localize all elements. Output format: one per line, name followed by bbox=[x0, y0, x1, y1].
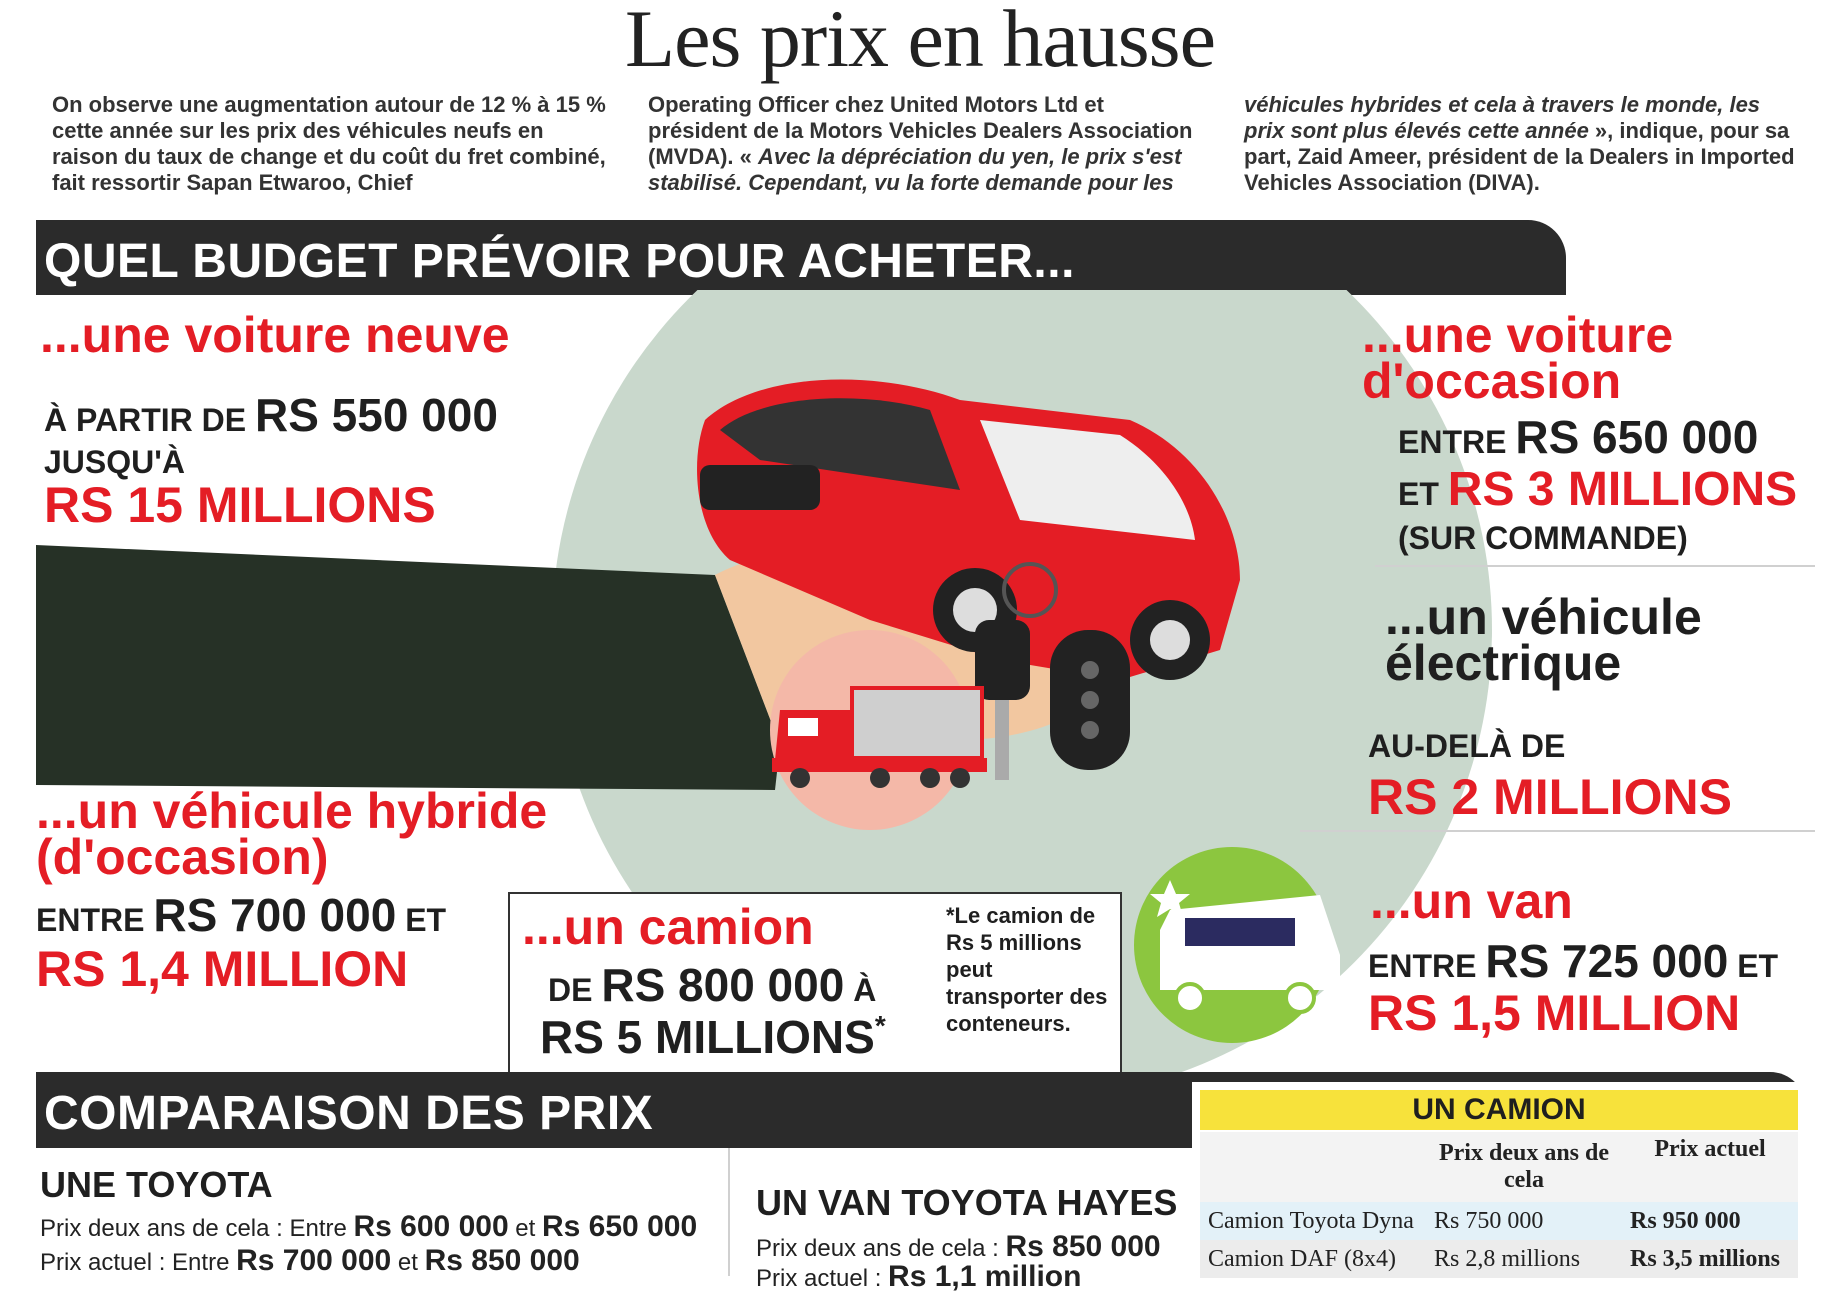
camion-row-prev: Rs 2,8 millions bbox=[1434, 1245, 1581, 1272]
camion-col-prev: Prix deux ans de cela bbox=[1438, 1140, 1609, 1193]
intro-col2-quote: Avec la dépréciation du yen, le prix s'e… bbox=[648, 144, 1182, 195]
hybrid-price: ENTRE RS 700 000 ET bbox=[36, 888, 446, 942]
toyota-row-previous: Prix deux ans de cela : Entre Rs 600 000… bbox=[40, 1210, 697, 1244]
intro-col3-quote: véhicules hybrides et cela à travers le … bbox=[1244, 92, 1761, 143]
used-car-low: RS 650 000 bbox=[1515, 411, 1759, 463]
truck-star: * bbox=[874, 1010, 886, 1041]
intro-col3-text: », indique, pour sa part, Zaid Ameer, pr… bbox=[1244, 118, 1795, 195]
car-key-icon bbox=[975, 562, 1130, 780]
camion-row-prev: Rs 750 000 bbox=[1434, 1207, 1544, 1234]
toyota-row-current: Prix actuel : Entre Rs 700 000 et Rs 850… bbox=[40, 1244, 580, 1278]
van-hayes-now-label: Prix actuel : bbox=[756, 1265, 889, 1292]
new-car-from-label: À PARTIR DE bbox=[44, 402, 247, 438]
sleeve-shape bbox=[36, 545, 780, 790]
camion-table: Prix deux ans de cela Prix actuel Camion… bbox=[1200, 1132, 1798, 1278]
camion-row-now: Rs 3,5 millions bbox=[1630, 1245, 1781, 1272]
red-car bbox=[697, 379, 1240, 680]
used-car-price-high: ET RS 3 MILLIONS bbox=[1398, 462, 1797, 517]
used-car-price: ENTRE RS 650 000 bbox=[1398, 410, 1758, 464]
used-car-high: RS 3 MILLIONS bbox=[1447, 463, 1798, 516]
table-row: Camion DAF (8x4) Rs 2,8 millions Rs 3,5 … bbox=[1200, 1240, 1798, 1278]
van-hayes-heading: UN VAN TOYOTA HAYES bbox=[756, 1182, 1178, 1223]
van-between-label: ENTRE bbox=[1368, 948, 1477, 984]
hybrid-heading-line2: (d'occasion) bbox=[36, 829, 329, 885]
new-car-to-value: RS 15 MILLIONS bbox=[44, 477, 436, 533]
electric-value: RS 2 MILLIONS bbox=[1368, 769, 1732, 825]
van-hayes-row-previous: Prix deux ans de cela : Rs 850 000 bbox=[756, 1230, 1161, 1264]
budget-header-text: QUEL BUDGET PRÉVOIR POUR ACHETER... bbox=[44, 235, 1075, 288]
toyota-prev-low: Rs 600 000 bbox=[353, 1210, 509, 1243]
toyota-heading: UNE TOYOTA bbox=[40, 1164, 273, 1205]
camion-row-name: Camion DAF (8x4) bbox=[1208, 1245, 1396, 1272]
used-car-between-label: ENTRE bbox=[1398, 424, 1507, 460]
used-car-heading: ...une voiture d'occasion bbox=[1362, 310, 1673, 406]
camion-table-header-row: Prix deux ans de cela Prix actuel bbox=[1200, 1132, 1798, 1202]
toyota-now-high: Rs 850 000 bbox=[424, 1244, 580, 1277]
truck-from-label: DE bbox=[548, 972, 593, 1008]
budget-header-band: QUEL BUDGET PRÉVOIR POUR ACHETER... bbox=[36, 220, 1566, 295]
toyota-now-label: Prix actuel : Entre bbox=[40, 1249, 237, 1276]
divider bbox=[1375, 565, 1815, 567]
camion-row-now: Rs 950 000 bbox=[1630, 1207, 1741, 1234]
toyota-section: UNE TOYOTA Prix deux ans de cela : Entre… bbox=[36, 1148, 730, 1278]
page-title: Les prix en hausse bbox=[625, 0, 1216, 84]
hybrid-high: RS 1,4 MILLION bbox=[36, 941, 409, 997]
new-car-price: À PARTIR DE RS 550 000 JUSQU'À bbox=[44, 392, 498, 483]
van-and-label: ET bbox=[1737, 948, 1779, 984]
electric-heading-line2: électrique bbox=[1385, 635, 1622, 691]
intro-column-1: On observe une augmentation autour de 12… bbox=[52, 92, 606, 195]
van-price: ENTRE RS 725 000 ET bbox=[1368, 934, 1778, 988]
used-car-heading-line2: d'occasion bbox=[1362, 353, 1622, 409]
truck-footnote: *Le camion de Rs 5 millions peut transpo… bbox=[946, 903, 1108, 1036]
electric-heading-line1: ...un véhicule bbox=[1385, 589, 1702, 645]
van-low: RS 725 000 bbox=[1485, 935, 1729, 987]
toyota-prev-label: Prix deux ans de cela : Entre bbox=[40, 1215, 354, 1242]
van-hayes-prev-label: Prix deux ans de cela : bbox=[756, 1235, 1006, 1262]
truck-low: RS 800 000 bbox=[601, 959, 845, 1011]
toyota-now-and: et bbox=[391, 1249, 425, 1276]
new-car-to-label: JUSQU'À bbox=[44, 444, 185, 480]
van-high: RS 1,5 MILLION bbox=[1368, 985, 1741, 1041]
intro-column-3: véhicules hybrides et cela à travers le … bbox=[1244, 92, 1804, 196]
van-heading: ...un van bbox=[1370, 873, 1573, 929]
hybrid-low: RS 700 000 bbox=[153, 889, 397, 941]
hybrid-heading-line1: ...un véhicule hybride bbox=[36, 783, 548, 839]
electric-heading: ...un véhicule électrique bbox=[1385, 592, 1702, 688]
truck-icon bbox=[770, 630, 987, 830]
truck-box: ...un camion DE RS 800 000 À RS 5 MILLIO… bbox=[508, 892, 1122, 1074]
table-row: Camion Toyota Dyna Rs 750 000 Rs 950 000 bbox=[1200, 1202, 1798, 1240]
camion-table-title: UN CAMION bbox=[1200, 1090, 1798, 1130]
used-car-note: (SUR COMMANDE) bbox=[1398, 520, 1688, 556]
van-hayes-now-value: Rs 1,1 million bbox=[888, 1260, 1082, 1293]
electric-label: AU-DELÀ DE bbox=[1368, 728, 1566, 764]
new-car-from-value: RS 550 000 bbox=[254, 389, 498, 441]
car-in-hand-illustration bbox=[36, 290, 1815, 1080]
toyota-now-low: Rs 700 000 bbox=[236, 1244, 392, 1277]
truck-high: RS 5 MILLIONS bbox=[540, 1011, 875, 1063]
new-car-heading: ...une voiture neuve bbox=[40, 307, 510, 363]
intro-col2-text: Operating Officer chez United Motors Ltd… bbox=[648, 92, 1193, 169]
van-hayes-prev-value: Rs 850 000 bbox=[1005, 1230, 1161, 1263]
toyota-prev-high: Rs 650 000 bbox=[542, 1210, 698, 1243]
truck-heading: ...un camion bbox=[522, 899, 814, 955]
van-hayes-section: UN VAN TOYOTA HAYES Prix deux ans de cel… bbox=[752, 1148, 1192, 1293]
hybrid-heading: ...un véhicule hybride (d'occasion) bbox=[36, 786, 547, 882]
camion-table-header-blank bbox=[1200, 1132, 1426, 1202]
intro-column-2: Operating Officer chez United Motors Ltd… bbox=[648, 92, 1208, 196]
camion-col-now: Prix actuel bbox=[1654, 1136, 1766, 1162]
hybrid-between-label: ENTRE bbox=[36, 902, 145, 938]
used-car-and-label: ET bbox=[1398, 476, 1439, 512]
truck-price-high: RS 5 MILLIONS* bbox=[540, 1010, 886, 1064]
hybrid-and-label: ET bbox=[405, 902, 447, 938]
comparison-header-text: COMPARAISON DES PRIX bbox=[44, 1087, 654, 1140]
van-hayes-row-current: Prix actuel : Rs 1,1 million bbox=[756, 1260, 1081, 1294]
truck-price-low: DE RS 800 000 À bbox=[548, 958, 876, 1012]
toyota-prev-and: et bbox=[508, 1215, 542, 1242]
used-car-heading-line1: ...une voiture bbox=[1362, 307, 1674, 363]
truck-to-label: À bbox=[853, 972, 877, 1008]
divider bbox=[1300, 830, 1815, 832]
camion-row-name: Camion Toyota Dyna bbox=[1208, 1207, 1414, 1234]
van-icon bbox=[1134, 847, 1340, 1043]
camion-table-panel: UN CAMION Prix deux ans de cela Prix act… bbox=[1192, 1082, 1806, 1278]
